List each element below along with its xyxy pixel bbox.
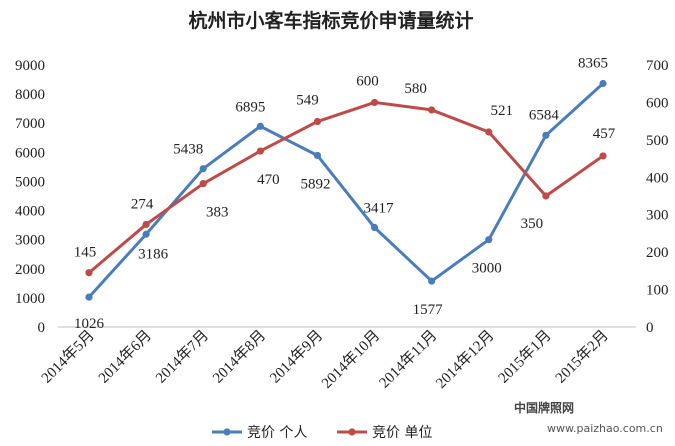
series-2-data-label: 383 <box>206 205 229 221</box>
series-2-point <box>256 147 264 155</box>
series-2-data-label: 549 <box>296 93 319 109</box>
series-1-data-label: 8365 <box>578 55 608 71</box>
y-right-tick-label: 700 <box>646 58 669 74</box>
series-2-point <box>370 98 379 107</box>
series-1-data-label: 1026 <box>74 316 105 332</box>
series-line-2 <box>88 100 604 274</box>
x-tick-label: 2014年11月 <box>376 327 441 392</box>
chart-title: 杭州市小客车指标竞价申请量统计 <box>188 9 473 32</box>
x-tick-label: 2014年5月 <box>38 327 98 387</box>
series-1-point <box>199 165 207 173</box>
legend-label-2: 竞价 单位 <box>372 424 432 441</box>
y-left-tick-label: 2000 <box>15 262 45 278</box>
y-left-tick-label: 0 <box>38 320 46 336</box>
x-tick-label: 2015年2月 <box>552 327 612 387</box>
series-1-data-label: 5438 <box>173 142 203 158</box>
series-2-data-label: 470 <box>257 172 280 188</box>
y-right-tick-label: 600 <box>646 95 669 111</box>
series-1-data-label: 1577 <box>413 302 444 318</box>
series-1-point <box>85 293 93 301</box>
x-tick-label: 2014年8月 <box>209 327 269 387</box>
series-2-data-label: 457 <box>593 126 616 142</box>
series-1-data-label: 3000 <box>472 261 502 277</box>
legend-label-1: 竞价 个人 <box>247 424 307 441</box>
x-tick-label: 2014年9月 <box>267 327 327 387</box>
y-right-tick-label: 200 <box>646 245 669 261</box>
watermark-site-name: 中国牌照网 <box>514 400 574 415</box>
legend: 竞价 个人 竞价 单位 <box>212 424 432 441</box>
x-tick-label: 2014年7月 <box>152 327 212 387</box>
x-tick-label: 2015年1月 <box>495 327 555 387</box>
series-1-data-label: 6584 <box>529 107 560 123</box>
series-line-1 <box>87 82 605 299</box>
series-2-data-label: 274 <box>131 196 154 212</box>
series-2-data-label: 521 <box>491 103 514 119</box>
series-2-point <box>85 269 93 277</box>
y-left-tick-label: 7000 <box>15 116 45 132</box>
series-1-point <box>313 151 322 160</box>
series-2-data-label: 580 <box>404 81 427 97</box>
series-1-data-label: 5892 <box>300 176 330 192</box>
series-2-point <box>313 117 322 126</box>
series-2-point <box>599 152 607 160</box>
y-left-tick-label: 9000 <box>15 58 45 74</box>
y-right-tick-label: 0 <box>646 320 654 336</box>
series-2-point <box>485 128 493 136</box>
watermark-url: www.paizhao.com.cn <box>547 422 663 435</box>
series-2-data-label: 600 <box>356 73 379 89</box>
series-1-point <box>370 223 379 232</box>
axes: 0 1000 2000 3000 4000 5000 6000 7000 8000 9000 0 10… <box>15 58 669 392</box>
series-2-point <box>542 192 550 200</box>
series-2-point <box>199 180 207 188</box>
series-1-point <box>142 230 150 238</box>
series-1-point <box>485 236 493 244</box>
y-right-tick-label: 400 <box>646 170 669 186</box>
y-right-tick-label: 100 <box>646 283 669 299</box>
series-2-data-label: 350 <box>521 216 544 232</box>
x-tick-label: 2014年6月 <box>95 327 155 387</box>
legend-marker-2 <box>348 428 356 436</box>
series-1-point <box>256 122 264 130</box>
y-left-tick-label: 5000 <box>15 174 45 190</box>
series-2-point <box>428 106 436 114</box>
legend-marker-1 <box>223 428 231 436</box>
y-left-tick-label: 8000 <box>15 87 45 103</box>
series-layer <box>85 79 607 301</box>
y-left-tick-label: 3000 <box>15 233 45 249</box>
series-2-data-label: 145 <box>74 245 97 261</box>
y-right-tick-label: 300 <box>646 208 669 224</box>
series-1-point <box>542 131 550 139</box>
series-1-data-label: 3186 <box>138 246 169 262</box>
series-1-data-label: 3417 <box>364 201 395 217</box>
series-1-data-label: 6895 <box>235 99 265 115</box>
x-tick-label: 2014年12月 <box>433 327 498 392</box>
series-1-point <box>428 277 436 285</box>
y-left-tick-label: 6000 <box>15 145 45 161</box>
y-left-tick-label: 4000 <box>15 204 45 220</box>
y-right-tick-label: 500 <box>646 133 669 149</box>
series-1-point <box>599 79 607 88</box>
series-2-point <box>142 220 150 229</box>
y-left-tick-label: 1000 <box>15 291 45 307</box>
watermark: 中国牌照网 www.paizhao.com.cn <box>514 400 663 435</box>
data-labels: 1026 3186 5438 6895 5892 3417 1577 3000 6584 8365… <box>74 55 616 332</box>
x-tick-label: 2014年10月 <box>318 327 383 392</box>
